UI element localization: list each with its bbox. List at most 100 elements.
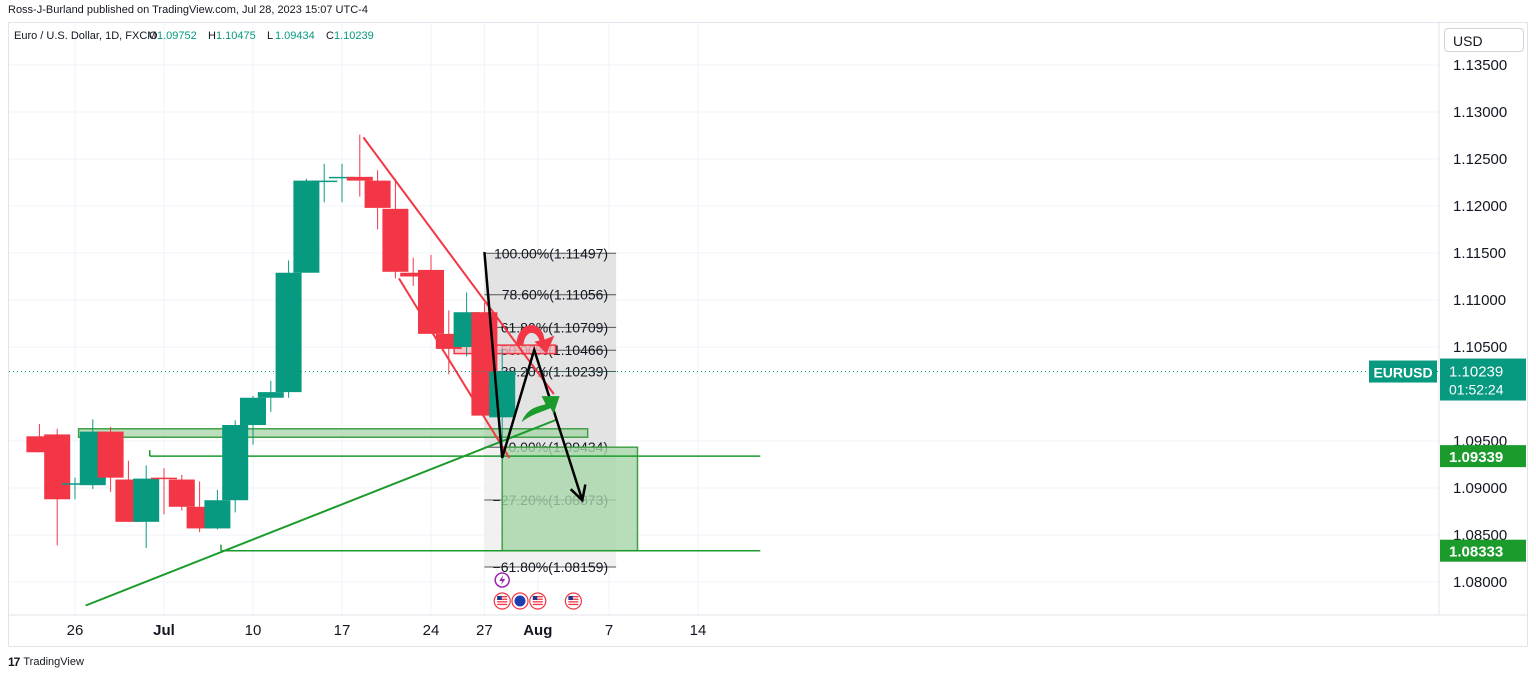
price-tag-bg	[1440, 539, 1526, 562]
candle-body	[222, 425, 249, 501]
price-tag-bg	[1440, 358, 1526, 401]
tradingview-logo-icon: 17	[8, 655, 20, 669]
flag-canton	[532, 596, 538, 600]
price-tag-value: 1.10239	[1449, 364, 1503, 381]
candle	[151, 468, 177, 515]
arrow-markers	[516, 325, 560, 423]
candle	[222, 420, 249, 513]
flag-stripe	[497, 598, 508, 600]
flag-stripe	[532, 598, 543, 600]
price-tag[interactable]: 1.09339	[1440, 445, 1526, 468]
us-flag-icon[interactable]	[493, 592, 511, 610]
countdown-label: 01:52:24	[1449, 382, 1504, 398]
candle-body	[400, 272, 427, 277]
symbol-tag-bg	[1369, 360, 1437, 383]
candle	[168, 474, 195, 511]
candle-body	[489, 371, 516, 418]
candle-body	[275, 272, 302, 393]
candle	[97, 426, 124, 492]
footer-brand: TradingView	[23, 656, 84, 668]
candle	[275, 260, 302, 398]
price-tick-label: 1.12500	[1453, 151, 1507, 168]
candle-body	[204, 500, 231, 529]
candle-body	[364, 180, 391, 208]
lightning-event-icon	[494, 572, 510, 588]
time-tick-label: 17	[334, 622, 351, 639]
event-icons	[493, 572, 583, 610]
price-tag-value: 1.09339	[1449, 449, 1503, 466]
candle	[44, 428, 71, 546]
flag-stripe	[497, 603, 508, 606]
candle-body	[293, 180, 320, 273]
candle	[204, 489, 231, 530]
candle-body	[240, 397, 266, 426]
red-trendline	[398, 277, 511, 459]
candlestick-chart[interactable]: 100.00%(1.11497) 78.60%(1.11056) 61.80%(1.…	[9, 23, 1527, 646]
legend-high-value: 1.10475	[216, 30, 256, 42]
us-flag-icon[interactable]	[564, 592, 583, 610]
projection-arrowhead	[569, 484, 587, 503]
flag-stripe	[532, 603, 543, 606]
flag-canton	[568, 596, 573, 600]
legend-open-value: 1.09752	[157, 30, 197, 42]
event-ring	[564, 592, 583, 610]
flag-stripe	[568, 601, 579, 603]
candle	[489, 349, 516, 448]
fib-level-label: 61.80%(1.10709)	[501, 319, 608, 335]
flag-stripe	[568, 598, 579, 600]
red-curved-arrow-icon	[516, 325, 555, 354]
candle-body	[346, 176, 373, 181]
fib-level-label: 38.20%(1.10239)	[501, 364, 608, 380]
candles	[26, 134, 516, 549]
price-tag-value: 1.08333	[1449, 544, 1503, 561]
candle-body	[97, 431, 124, 478]
candle	[311, 163, 338, 203]
price-tick-label: 1.08000	[1453, 574, 1507, 591]
price-tick-label: 1.13500	[1453, 57, 1507, 74]
price-tick-label: 1.12000	[1453, 198, 1507, 215]
candle	[400, 257, 427, 286]
publisher-line: Ross-J-Burland published on TradingView.…	[8, 4, 368, 16]
candle-body	[168, 479, 195, 507]
flag-stripe	[532, 601, 543, 603]
us-flag-icon[interactable]	[529, 592, 547, 610]
price-tag[interactable]: 1.08333	[1440, 539, 1526, 562]
candle	[257, 380, 284, 412]
time-tick-label: 10	[245, 622, 262, 639]
time-axis: 26 Jul 10 17 24 27 Aug 7 14	[9, 614, 1527, 639]
flag-stripe	[497, 601, 508, 603]
price-tag-bg	[1440, 445, 1526, 468]
candle	[62, 477, 88, 500]
currency-button[interactable]: USD	[1444, 28, 1524, 52]
red-trendline	[362, 136, 555, 395]
candle	[240, 395, 266, 445]
candle-body	[418, 269, 444, 334]
flag-stripe	[568, 603, 579, 606]
flag-stripe	[532, 596, 543, 598]
price-tick-label: 1.09000	[1453, 480, 1507, 497]
projection-path	[483, 251, 587, 503]
flag-canton	[497, 596, 502, 600]
price-tick-label: 1.11500	[1453, 245, 1506, 262]
price-tick-label: 1.11000	[1453, 292, 1506, 309]
price-tick-label: 1.10500	[1453, 339, 1507, 356]
eu-flag-icon[interactable]	[511, 592, 529, 610]
fib-level-label: 78.60%(1.11056)	[502, 287, 608, 303]
candle-body	[133, 478, 160, 522]
chart-legend: Euro / U.S. Dollar, 1D, FXCM O 1.09752 H 1.…	[14, 30, 374, 42]
flag-stripe	[568, 596, 579, 598]
legend-close-value: 1.10239	[334, 30, 374, 42]
fib-level-label: 100.00%(1.11497)	[494, 245, 608, 261]
candle	[329, 163, 355, 203]
projection-path-line	[483, 251, 584, 501]
green-zone	[77, 428, 589, 438]
red-zone	[453, 344, 557, 355]
trendlines	[9, 136, 1439, 607]
candle-body	[382, 208, 409, 272]
legend-open-label: O	[149, 30, 158, 42]
time-tick-label: 7	[605, 622, 613, 639]
time-tick-label: Aug	[523, 622, 552, 639]
chart-frame[interactable]: 100.00%(1.11497) 78.60%(1.11056) 61.80%(1.…	[8, 22, 1528, 647]
